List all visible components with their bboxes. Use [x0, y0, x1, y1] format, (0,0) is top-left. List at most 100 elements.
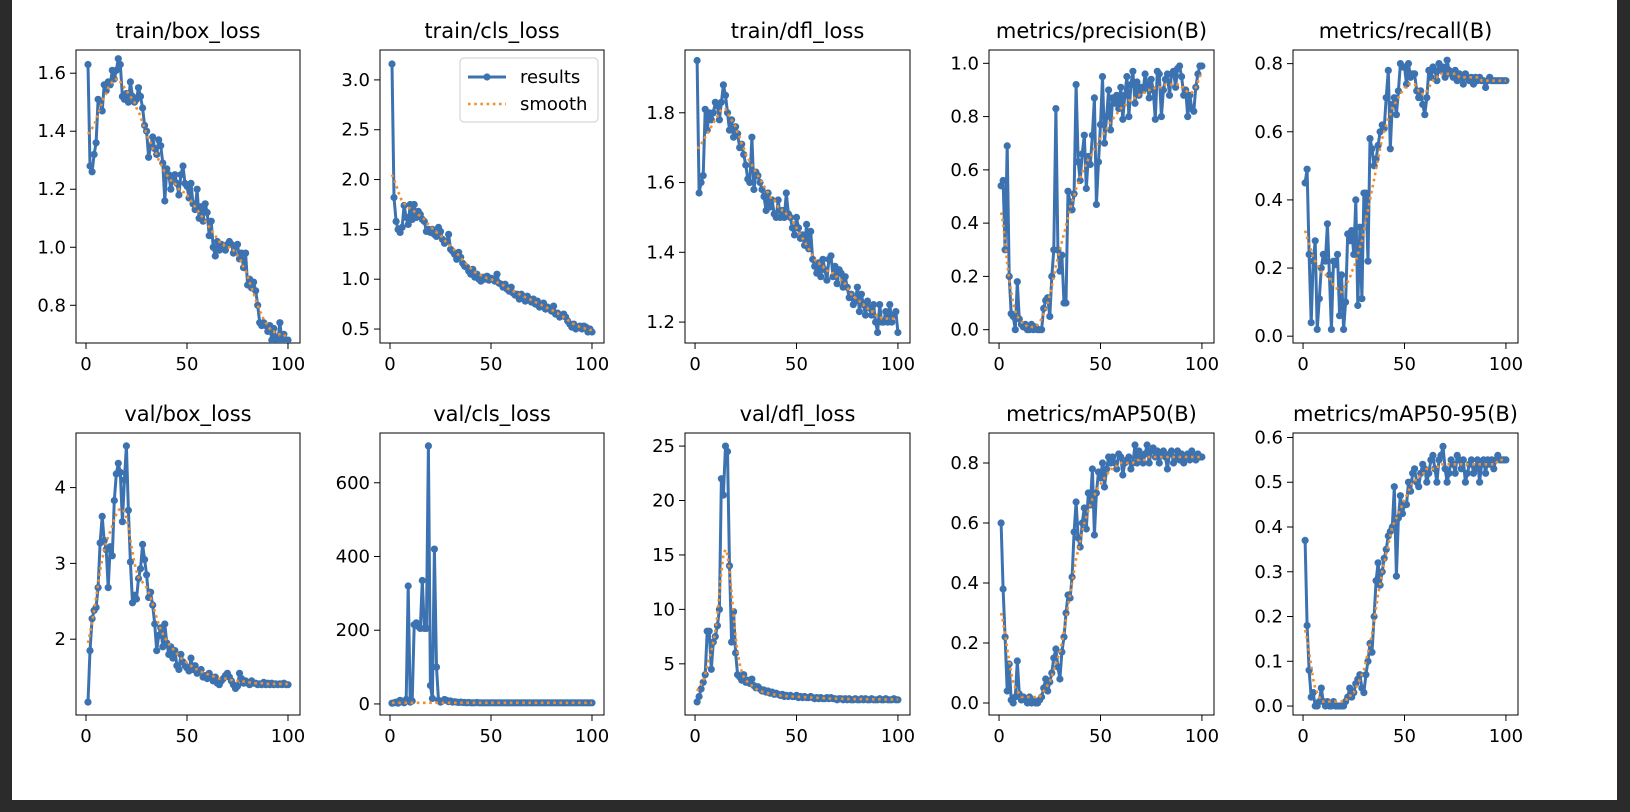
- data-point-results: [1451, 469, 1459, 477]
- data-point-results: [149, 133, 157, 141]
- data-point-results: [1364, 257, 1372, 265]
- data-point-results: [207, 217, 215, 225]
- data-point-results: [894, 328, 902, 337]
- data-point-results: [1402, 80, 1411, 88]
- data-point-results: [1301, 536, 1309, 545]
- data-point-results: [1165, 91, 1174, 99]
- data-point-results: [1119, 115, 1127, 123]
- data-point-results: [1425, 469, 1433, 477]
- data-point-results: [1003, 687, 1011, 695]
- data-point-results: [693, 56, 701, 65]
- y-tick-label: 1.0: [341, 269, 370, 290]
- data-point-results: [1433, 77, 1441, 85]
- data-point-results: [1398, 509, 1407, 518]
- axes-frame: [379, 49, 605, 344]
- data-point-results: [1445, 469, 1453, 477]
- data-point-results: [211, 252, 219, 260]
- data-point-results: [155, 631, 163, 640]
- data-point-results: [709, 109, 717, 117]
- data-point-results: [1319, 250, 1327, 258]
- data-point-results: [1184, 113, 1192, 121]
- subplot-6: val/box_loss 0 50 100 2 3 4: [55, 402, 306, 747]
- data-point-results: [717, 98, 726, 106]
- data-point-results: [1382, 94, 1390, 102]
- data-point-results: [699, 172, 707, 180]
- subplot-title: train/dfl_loss: [731, 19, 865, 44]
- y-tick-label: 1.4: [646, 242, 675, 263]
- data-point-results: [1360, 689, 1368, 697]
- figure-canvas: train/box_loss 0 50 100 0.8 1.0 1.2 1.4 1.6 train…: [12, 0, 1617, 800]
- data-point-results: [1309, 257, 1317, 265]
- data-point-results: [1482, 83, 1490, 92]
- y-tick-label: 0.4: [1254, 517, 1283, 538]
- data-point-results: [390, 193, 398, 202]
- data-point-results: [1423, 94, 1431, 102]
- data-point-results: [1105, 86, 1113, 94]
- data-point-results: [1009, 699, 1017, 707]
- subplot-3: train/dfl_loss 0 50 100 1.2 1.4 1.6 1.8: [646, 19, 915, 375]
- data-point-results: [122, 89, 130, 98]
- data-point-results: [1133, 78, 1141, 86]
- data-point-results: [997, 519, 1005, 527]
- data-point-results: [92, 139, 100, 147]
- data-point-results: [1092, 489, 1100, 497]
- data-point-results: [1342, 298, 1350, 306]
- data-point-results: [252, 287, 260, 295]
- data-point-results: [404, 582, 412, 590]
- y-tick-label: 1.4: [37, 121, 66, 142]
- x-tick-label: 50: [785, 726, 808, 747]
- data-point-results: [863, 297, 872, 305]
- data-point-results: [422, 624, 430, 633]
- data-point-results: [1439, 442, 1447, 450]
- y-tick-label: 2.5: [341, 120, 370, 141]
- data-point-results: [250, 278, 258, 286]
- y-tick-label: 0.4: [950, 213, 979, 234]
- data-point-results: [750, 185, 758, 194]
- y-tick-label: 3: [55, 553, 66, 574]
- data-point-results: [1198, 62, 1206, 70]
- x-tick-label: 0: [384, 726, 395, 747]
- data-point-results: [191, 662, 199, 670]
- data-point-results: [1368, 648, 1376, 656]
- data-point-results: [1078, 150, 1086, 158]
- data-point-results: [1103, 113, 1111, 121]
- data-point-results: [707, 665, 715, 673]
- data-point-results: [817, 273, 825, 281]
- data-point-results: [1390, 94, 1398, 102]
- data-point-results: [819, 255, 827, 263]
- data-point-results: [732, 649, 740, 657]
- data-point-results: [126, 78, 134, 86]
- data-point-results: [1321, 257, 1329, 265]
- y-tick-label: 0: [359, 694, 370, 715]
- axes-frame: [684, 432, 911, 716]
- data-point-results: [177, 171, 185, 179]
- data-point-results: [1094, 468, 1103, 476]
- y-tick-label: 200: [336, 620, 370, 641]
- data-point-results: [1100, 483, 1109, 491]
- data-point-results: [853, 283, 862, 291]
- data-point-results: [1072, 498, 1080, 506]
- data-point-results: [1396, 492, 1404, 500]
- y-tick-label: 0.6: [1254, 122, 1283, 143]
- data-point-results: [728, 638, 736, 646]
- data-point-results: [187, 654, 195, 662]
- data-point-results: [1090, 94, 1098, 102]
- y-tick-label: 1.2: [646, 312, 675, 333]
- data-point-results: [233, 240, 242, 248]
- data-point-results: [161, 620, 169, 628]
- data-point-results: [1362, 189, 1370, 197]
- data-point-results: [392, 217, 400, 225]
- data-point-results: [1113, 91, 1121, 99]
- data-point-results: [1404, 478, 1413, 486]
- data-point-results: [1490, 465, 1498, 473]
- data-point-results: [1103, 465, 1111, 473]
- y-tick-label: 1.5: [341, 219, 370, 240]
- data-point-results: [84, 60, 92, 69]
- y-tick-label: 0.1: [1254, 651, 1283, 672]
- y-tick-label: 0.3: [1254, 562, 1283, 583]
- data-point-results: [1141, 450, 1149, 458]
- data-point-results: [1052, 645, 1060, 653]
- data-point-results: [1463, 469, 1471, 477]
- data-point-results: [1151, 115, 1159, 123]
- series-line-results: [1303, 444, 1506, 708]
